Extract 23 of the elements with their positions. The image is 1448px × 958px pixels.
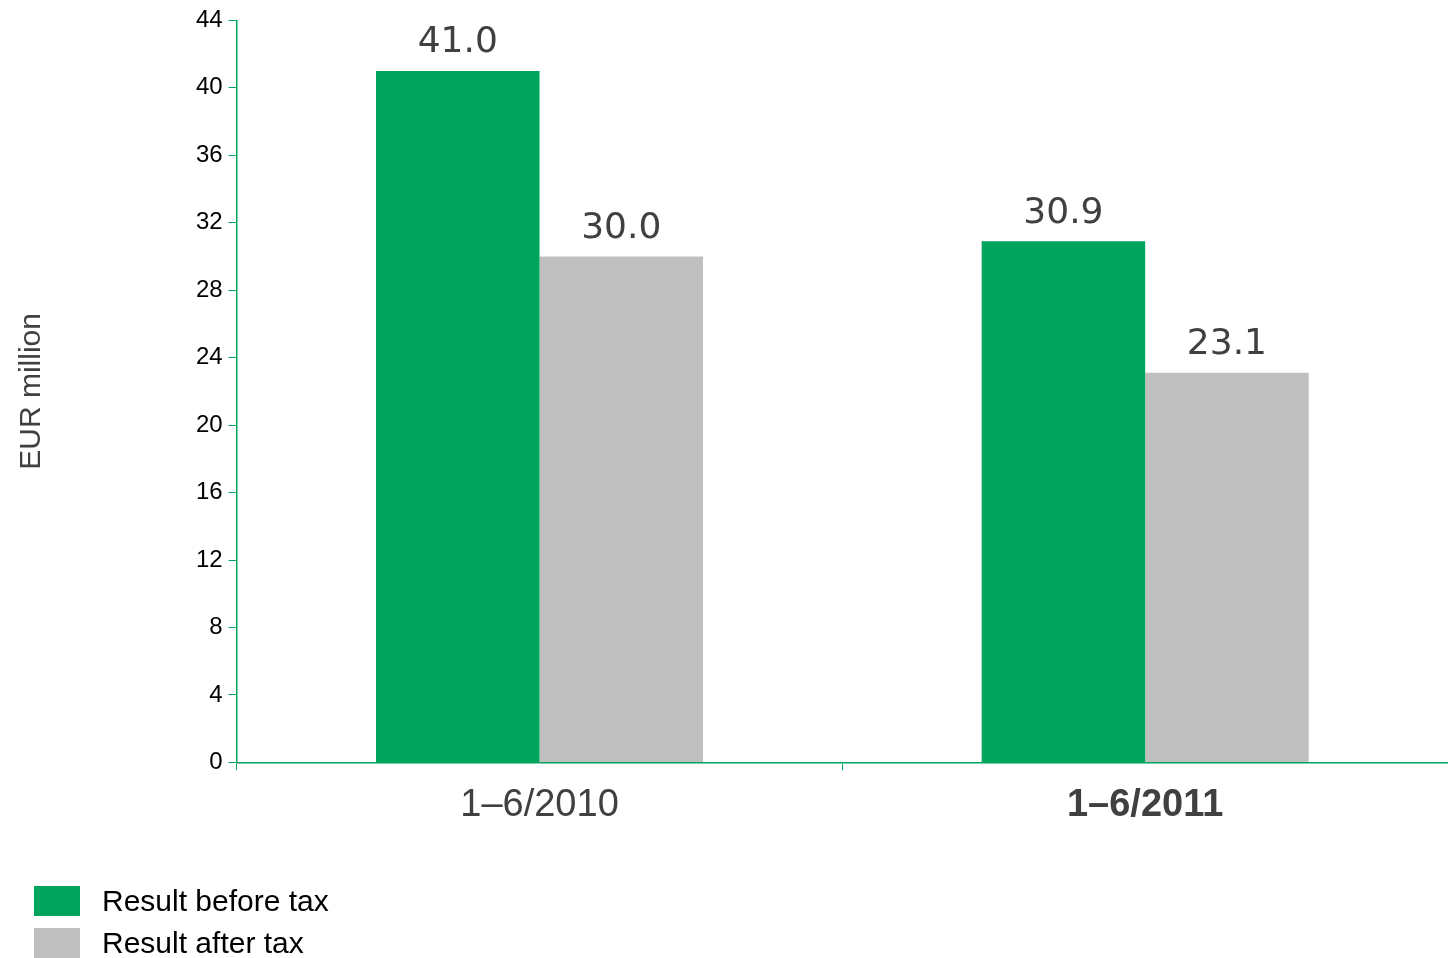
y-tick-label: 24 xyxy=(195,342,223,370)
y-tick-label: 0 xyxy=(209,747,223,775)
bar xyxy=(1145,372,1309,762)
data-label: 30.9 xyxy=(1023,189,1104,231)
data-label: 23.1 xyxy=(1186,321,1268,363)
y-tick-label: 12 xyxy=(195,544,223,572)
y-tick-label: 20 xyxy=(195,409,223,437)
y-tick-label: 4 xyxy=(209,679,223,707)
y-tick-label: 32 xyxy=(195,207,223,235)
x-tick-label: 1–6/2010 xyxy=(460,781,619,824)
x-tick-label: 1–6/2011 xyxy=(1066,781,1224,824)
legend-label: Result after tax xyxy=(102,926,304,958)
data-label: 41.0 xyxy=(417,19,498,61)
y-tick-label: 8 xyxy=(209,612,223,640)
y-tick-label: 16 xyxy=(195,477,223,505)
y-tick-label: 40 xyxy=(195,72,223,100)
legend-label: Result before tax xyxy=(102,884,329,918)
y-tick-label: 44 xyxy=(195,5,223,33)
bar xyxy=(539,256,704,762)
y-tick-label: 28 xyxy=(195,274,223,302)
y-axis-title: EUR million xyxy=(13,313,47,470)
y-tick-label: 36 xyxy=(195,139,223,167)
data-label: 30.0 xyxy=(581,204,662,246)
